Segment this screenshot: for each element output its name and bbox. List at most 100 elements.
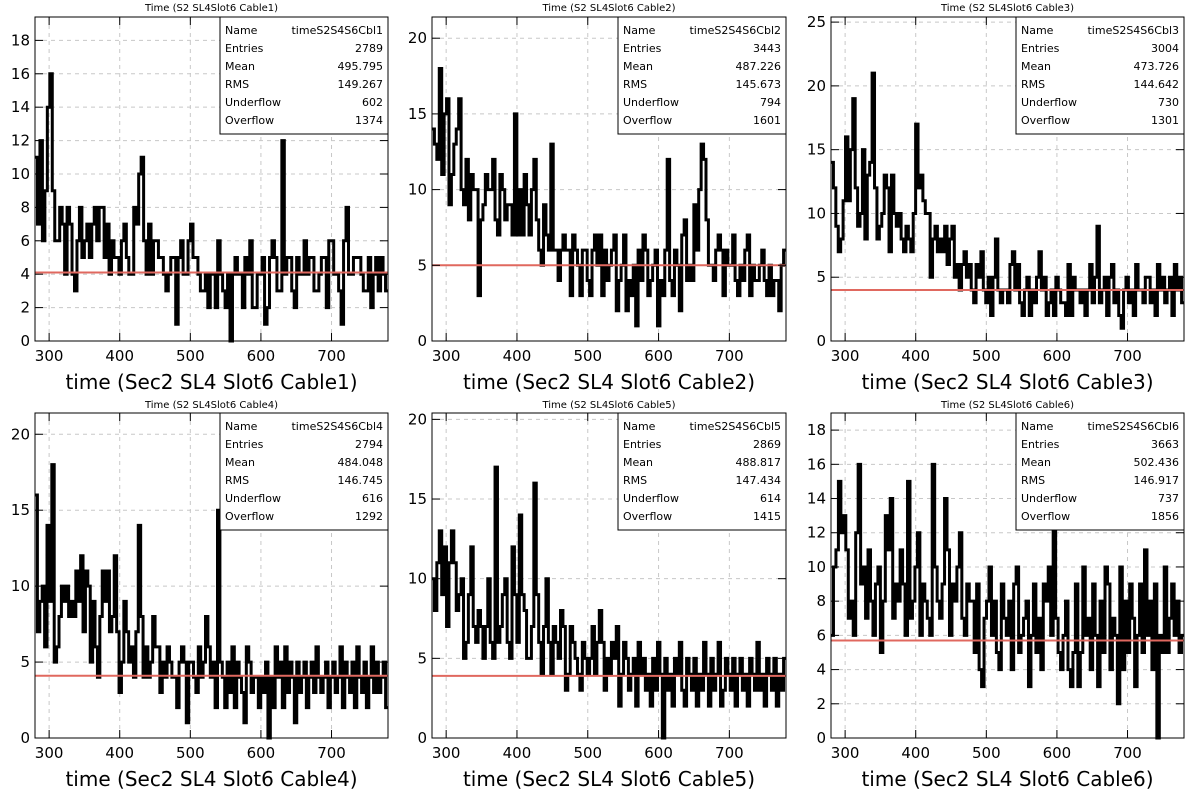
stats-key: Underflow [623,96,679,109]
x-tick-label: 500 [972,347,1001,365]
stats-key: Underflow [1021,492,1077,505]
x-tick-label: 600 [644,347,673,365]
y-tick-label: 5 [417,649,427,667]
y-tick-label: 6 [816,626,826,644]
histogram-panel: Time (S2 SL4Slot6 Cable1) 300 400 500 600 700… [11,3,389,394]
stats-key: Entries [225,42,264,55]
stats-value: 3004 [1151,42,1179,55]
x-tick-label: 300 [35,744,64,762]
x-tick-label: 300 [432,744,461,762]
stats-value: 488.817 [736,456,782,469]
x-tick-label: 500 [176,744,205,762]
stats-box: Name timeS2S4S6Cbl6 Entries 3663 Mean 502.436… [1015,412,1185,531]
stats-key: Name [225,24,258,37]
stats-value: 1374 [355,114,383,127]
histogram-panel: Time (S2 SL4Slot6 Cable3) 300 400 500 600 700… [807,3,1185,394]
y-tick-label: 10 [408,570,427,588]
y-tick-label: 20 [807,77,826,95]
stats-key: Mean [623,60,653,73]
y-tick-label: 14 [807,490,826,508]
y-tick-label: 18 [807,421,826,439]
y-tick-label: 10 [807,204,826,222]
panel-title: Time (S2 SL4Slot6 Cable4) [144,400,278,411]
y-tick-label: 15 [11,501,30,519]
stats-box: Name timeS2S4S6Cbl4 Entries 2794 Mean 484.048… [219,412,389,531]
stats-box: Name timeS2S4S6Cbl1 Entries 2789 Mean 495.795… [219,16,389,135]
y-tick-label: 0 [20,332,30,350]
plot-frame [431,16,787,342]
stats-key: RMS [225,474,249,487]
stats-key: Overflow [1021,510,1070,523]
stats-value: 2789 [355,42,383,55]
x-axis-label: time (Sec2 SL4 Slot6 Cable5) [463,767,755,791]
plot-frame [34,412,389,739]
stats-key: Entries [225,438,264,451]
x-tick-label: 300 [35,347,64,365]
y-tick-label: 20 [408,29,427,47]
x-tick-label: 400 [503,347,532,365]
y-tick-label: 10 [408,181,427,199]
stats-key: RMS [225,78,249,91]
y-tick-label: 12 [11,132,30,150]
y-tick-label: 0 [816,729,826,747]
stats-value: 602 [362,96,383,109]
stats-box-frame [219,16,389,135]
stats-key: Overflow [1021,114,1070,127]
stats-value: 730 [1158,96,1179,109]
x-tick-label: 700 [317,347,346,365]
y-tick-label: 10 [11,165,30,183]
x-axis-label: time (Sec2 SL4 Slot6 Cable3) [861,370,1153,394]
stats-value: 146.745 [338,474,384,487]
x-tick-label: 400 [901,347,930,365]
y-tick-label: 5 [816,268,826,286]
y-tick-label: 15 [807,141,826,159]
stats-box-frame [617,16,787,135]
histogram-panel: Time (S2 SL4Slot6 Cable4) 300 400 500 600 700… [11,400,389,791]
x-tick-label: 400 [105,744,134,762]
histogram-panel: Time (S2 SL4Slot6 Cable6) 300 400 500 600 700… [807,400,1185,791]
stats-value: 487.226 [736,60,782,73]
histogram-panel: Time (S2 SL4Slot6 Cable5) 300 400 500 600 700… [408,400,787,791]
stats-value: 1301 [1151,114,1179,127]
stats-value: 147.434 [736,474,782,487]
x-tick-label: 700 [715,347,744,365]
stats-key: Entries [623,438,662,451]
stats-key: Overflow [225,114,274,127]
stats-key: Underflow [623,492,679,505]
stats-key: Overflow [623,510,672,523]
histogram-line [831,462,1184,740]
stats-box-frame [1015,412,1185,531]
panel-title: Time (S2 SL4Slot6 Cable2) [541,3,675,14]
stats-value: timeS2S4S6Cbl1 [291,24,383,37]
y-tick-label: 16 [11,65,30,83]
stats-value: 3663 [1151,438,1179,451]
x-tick-label: 500 [573,347,602,365]
stats-key: RMS [1021,474,1045,487]
stats-key: RMS [623,78,647,91]
stats-value: 1415 [753,510,781,523]
x-tick-label: 600 [1043,347,1072,365]
stats-value: timeS2S4S6Cbl2 [689,24,781,37]
y-tick-label: 8 [816,592,826,610]
stats-key: Name [1021,24,1054,37]
stats-value: 1601 [753,114,781,127]
stats-value: 2869 [753,438,781,451]
stats-value: 616 [362,492,383,505]
stats-value: 149.267 [338,78,384,91]
x-tick-label: 400 [105,347,134,365]
x-tick-label: 600 [247,347,276,365]
x-tick-label: 300 [831,744,860,762]
stats-value: 2794 [355,438,383,451]
histogram-line [35,463,388,740]
y-tick-label: 16 [807,455,826,473]
stats-key: Mean [1021,60,1051,73]
x-axis-label: time (Sec2 SL4 Slot6 Cable4) [65,767,357,791]
x-axis-label: time (Sec2 SL4 Slot6 Cable6) [861,767,1153,791]
y-tick-label: 2 [20,299,30,317]
stats-key: Name [1021,420,1054,433]
x-tick-label: 700 [317,744,346,762]
stats-key: Mean [225,60,255,73]
x-tick-label: 500 [972,744,1001,762]
histogram-line [432,465,786,740]
y-tick-label: 6 [20,232,30,250]
